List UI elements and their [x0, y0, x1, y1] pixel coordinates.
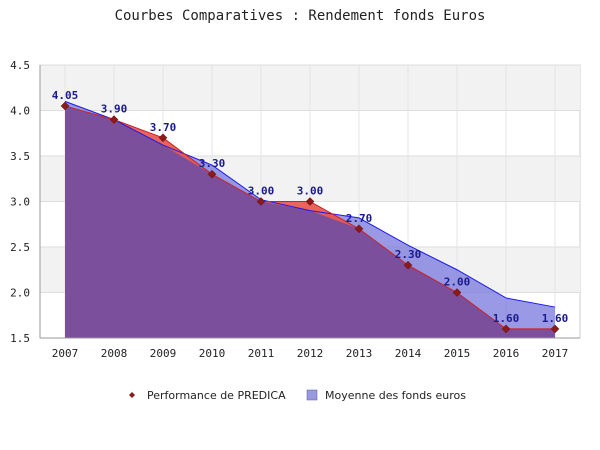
area-overlap	[65, 105, 555, 338]
data-point-predica	[305, 197, 315, 206]
x-tick-label: 2008	[101, 347, 128, 360]
data-point-predica	[60, 101, 70, 111]
data-label: 3.30	[199, 157, 226, 170]
data-label: 3.90	[101, 103, 128, 116]
y-tick-label: 2.5	[10, 241, 30, 254]
data-label: 2.70	[346, 212, 373, 225]
data-point-predica	[354, 224, 364, 234]
y-tick-label: 3.5	[10, 150, 30, 163]
legend-swatch-moyenne	[306, 389, 318, 401]
y-tick-label: 1.5	[10, 332, 30, 345]
x-tick-label: 2016	[493, 347, 520, 360]
data-point-predica	[158, 133, 168, 143]
x-tick-label: 2013	[346, 347, 373, 360]
data-point-predica	[550, 324, 560, 334]
data-point-predica	[501, 324, 511, 334]
data-label: 3.00	[297, 185, 324, 198]
data-label: 1.60	[542, 312, 569, 325]
data-point-predica	[256, 197, 266, 206]
x-tick-label: 2010	[199, 347, 226, 360]
marker-layer	[60, 101, 560, 334]
chart-title: Courbes Comparatives : Rendement fonds E…	[115, 8, 486, 24]
legend-marker-predica	[129, 392, 135, 398]
data-point-predica	[207, 169, 217, 179]
legend-label-predica: Performance de PREDICA	[147, 389, 286, 402]
legend-label-moyenne: Moyenne des fonds euros	[325, 389, 466, 402]
x-tick-label: 2017	[542, 347, 569, 360]
data-label: 2.00	[444, 276, 471, 289]
data-label: 4.05	[52, 89, 79, 102]
x-tick-label: 2012	[297, 347, 324, 360]
axes: 1.5 2.0 2.5 3.0 3.5 4.0 4.5 2007 2008 2009 2010 201…	[10, 59, 580, 360]
x-tick-label: 2015	[444, 347, 471, 360]
x-tick-label: 2011	[248, 347, 275, 360]
data-point-predica	[403, 260, 413, 270]
y-tick-label: 4.5	[10, 59, 30, 72]
y-tick-label: 4.0	[10, 105, 30, 118]
x-tick-label: 2009	[150, 347, 177, 360]
x-tick-label: 2007	[52, 347, 79, 360]
data-label: 3.70	[150, 121, 177, 134]
data-point-predica	[452, 288, 462, 297]
legend: Performance de PREDICA Moyenne des fonds …	[129, 389, 466, 402]
data-label-layer: 4.05 3.90 3.70 3.30 3.00 3.00 2.70 2.30 2.00 1.60…	[52, 89, 569, 325]
series-line-moyenne-fonds-euros	[64, 100, 556, 308]
y-tick-label: 3.0	[10, 196, 30, 209]
data-label: 1.60	[493, 312, 520, 325]
y-tick-label: 2.0	[10, 287, 30, 300]
data-point-predica	[109, 115, 119, 124]
area-layer	[64, 100, 556, 339]
data-label: 3.00	[248, 185, 275, 198]
x-tick-label: 2014	[395, 347, 422, 360]
data-label: 2.30	[395, 248, 422, 261]
